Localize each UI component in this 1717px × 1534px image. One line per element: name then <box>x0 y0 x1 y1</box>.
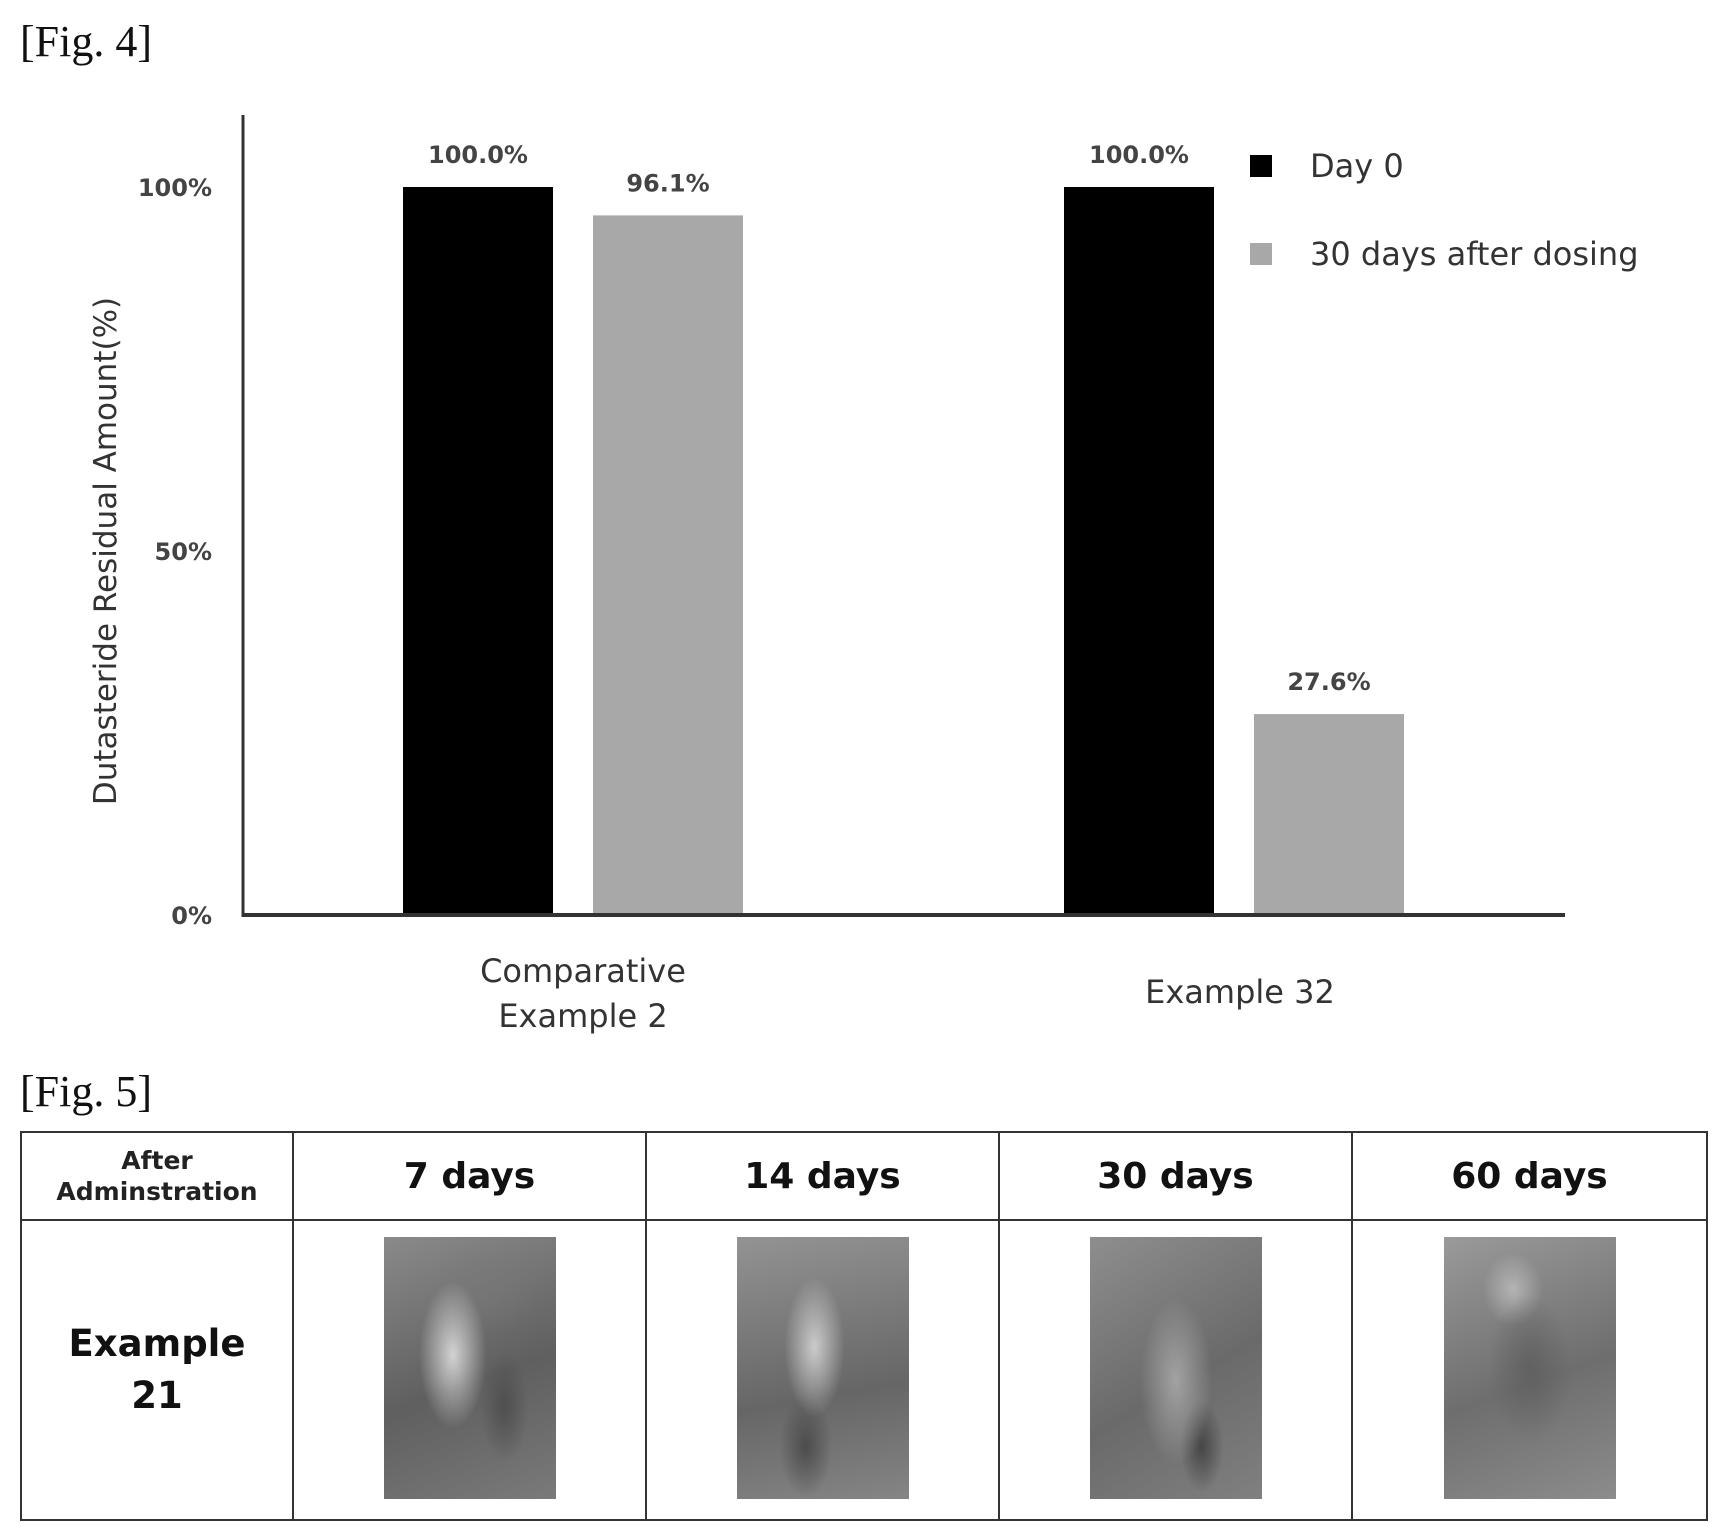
row-label-line-1: Example <box>68 1322 246 1366</box>
header-60-days-label: 60 days <box>1451 1155 1608 1197</box>
y-tick-label: 0% <box>171 902 212 930</box>
photo-cell-60-days <box>1351 1219 1708 1521</box>
photo-30-days <box>1089 1236 1262 1499</box>
bar-data-label: 100.0% <box>428 141 528 169</box>
bar-chart: Dutasteride Residual Amount(%) 0% 50% 100%… <box>88 115 1639 1035</box>
row-label-line-2: 21 <box>131 1374 183 1417</box>
photo-cell-30-days <box>998 1219 1353 1521</box>
y-axis-ticks: 0% 50% 100% <box>138 174 212 930</box>
bar-data-labels: 100.0% 96.1% 100.0% 27.6% <box>428 141 1371 696</box>
photo-14-days <box>736 1236 909 1499</box>
table-header-row: After Adminstration 7 days 14 days 30 da… <box>20 1131 1708 1221</box>
photo-cell-7-days <box>292 1219 647 1521</box>
y-axis-title: Dutasteride Residual Amount(%) <box>88 297 124 805</box>
figure-4-label: [Fig. 4] <box>20 17 152 66</box>
header-14-days-label: 14 days <box>744 1155 901 1197</box>
header-after-administration: After Adminstration <box>20 1131 294 1221</box>
bar-data-label: 96.1% <box>626 169 709 197</box>
bar <box>593 215 743 916</box>
header-7-days-label: 7 days <box>403 1155 536 1197</box>
legend: Day 0 30 days after dosing <box>1250 147 1639 273</box>
x-category-label: Example 2 <box>498 997 667 1035</box>
legend-label: Day 0 <box>1310 147 1404 185</box>
photo-cell-14-days <box>645 1219 1000 1521</box>
bar <box>1064 187 1214 915</box>
y-tick-label: 50% <box>155 538 212 566</box>
bar-data-label: 100.0% <box>1089 141 1189 169</box>
header-30-days-label: 30 days <box>1097 1155 1254 1197</box>
row-label-example-21: Example 21 <box>20 1219 294 1521</box>
x-axis-category-labels: Comparative Example 2 Example 32 <box>480 952 1335 1035</box>
header-14-days: 14 days <box>645 1131 1000 1221</box>
table-row: Example 21 <box>20 1219 1708 1521</box>
x-category-label: Example 32 <box>1145 973 1335 1011</box>
header-administration-line: Adminstration <box>56 1177 258 1206</box>
y-tick-label: 100% <box>138 174 212 202</box>
header-60-days: 60 days <box>1351 1131 1708 1221</box>
bars <box>403 187 1404 916</box>
fig5-table: After Adminstration 7 days 14 days 30 da… <box>20 1131 1708 1521</box>
legend-swatch <box>1250 243 1272 265</box>
header-after-line: After <box>121 1145 193 1175</box>
header-7-days: 7 days <box>292 1131 647 1221</box>
photo-60-days <box>1443 1236 1616 1499</box>
axes <box>241 115 1565 917</box>
x-category-label: Comparative <box>480 952 686 990</box>
header-30-days: 30 days <box>998 1131 1353 1221</box>
y-axis-title-text: Dutasteride Residual Amount(%) <box>88 297 124 805</box>
photo-7-days <box>383 1236 556 1499</box>
legend-label: 30 days after dosing <box>1310 235 1639 273</box>
bar-data-label: 27.6% <box>1287 668 1370 696</box>
figure-5-label: [Fig. 5] <box>20 1067 152 1116</box>
bar <box>403 187 553 915</box>
bar <box>1254 714 1404 915</box>
legend-swatch <box>1250 155 1272 177</box>
